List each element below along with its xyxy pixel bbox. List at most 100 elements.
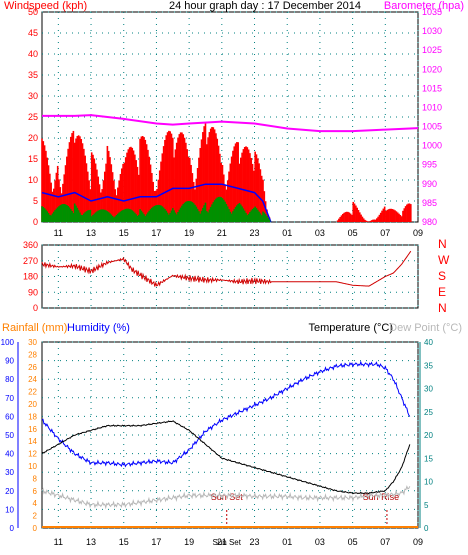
temperature-tick-label: 20 [424,431,433,440]
y-tick-label-right: 1010 [422,102,442,112]
y-tick-label: 50 [28,7,38,17]
y-tick-label: 25 [28,112,38,122]
y-tick-label-right: 1025 [422,45,442,55]
y-tick-label: 180 [23,272,38,282]
temperature-tick-label: 40 [424,338,433,347]
y-tick-label-right: 1000 [422,141,442,151]
y-tick-label-right: 1005 [422,122,442,132]
wind-baro-panel: Windspeed (kph) 24 hour graph day : 17 D… [4,0,464,238]
rainfall-tick-label: 8 [33,474,38,483]
barometer-line [42,114,419,133]
x-tick-label: 13 [86,228,96,238]
humidity-tick-label: 90 [5,357,14,366]
humidity-tick-label: 10 [5,505,14,514]
windspeed-axis-title: Windspeed (kph) [4,0,87,12]
humidity-tick-label: 20 [5,487,14,496]
x-tick-label: 21 [217,537,227,547]
rainfall-tick-label: 14 [28,437,37,446]
y-tick-label-right: 1030 [422,26,442,36]
x-tick-label: 19 [184,228,194,238]
humidity-tick-label: 30 [5,468,14,477]
x-tick-label: 13 [86,537,96,547]
rainfall-axis-title: Rainfall (mm) [2,322,67,334]
humidity-tick-label: 50 [5,431,14,440]
rainfall-tick-label: 22 [28,388,37,397]
x-tick-label: 09 [413,537,423,547]
wind-direction-line [41,250,412,287]
compass-label: N [438,237,447,251]
y-tick-label: 35 [28,70,38,80]
humidity-tick-label: 70 [5,394,14,403]
wind-baro-plot: 0510152025303540455098098599099510001005… [28,7,442,238]
x-tick-label: 21 [217,228,227,238]
x-tick-label: 07 [380,228,390,238]
rainfall-tick-label: 6 [33,487,38,496]
humidity-axis-title: Humidity (%) [67,322,130,334]
plot-frame [41,244,419,309]
x-tick-label: 11 [54,228,63,238]
compass-label: N [438,301,447,315]
temperature-tick-label: 30 [424,385,433,394]
humidity-tick-label: 60 [5,412,14,421]
x-tick-label: 19 [184,537,194,547]
y-tick-label-right: 990 [422,179,437,189]
y-tick-label: 30 [28,91,38,101]
temperature-tick-label: 10 [424,478,433,487]
rainfall-tick-label: 24 [28,375,37,384]
x-tick-label: 01 [282,228,292,238]
x-tick-label: 03 [315,228,325,238]
rainfall-tick-label: 4 [33,499,38,508]
x-tick-label: 23 [250,537,260,547]
temp-hum-plot: 0102030405060708090100024681012141618202… [1,338,434,547]
y-tick-label-right: 980 [422,217,437,227]
y-tick-label: 10 [28,175,38,185]
x-tick-label: 05 [348,537,358,547]
rainfall-tick-label: 2 [33,512,38,521]
temperature-axis-title: Temperature (°C) [309,322,393,334]
rainfall-tick-label: 20 [28,400,37,409]
y-tick-label: 270 [23,256,38,266]
x-tick-label: 09 [413,228,423,238]
compass-label: S [438,269,446,283]
x-tick-label: 17 [151,537,161,547]
y-tick-label-right: 1035 [422,7,442,17]
x-tick-label: 01 [282,537,292,547]
rainfall-tick-label: 28 [28,350,37,359]
dewpoint-axis-title: Dew Point (°C) [389,322,462,334]
x-tick-label: 23 [250,228,260,238]
dewpoint-line [41,485,411,510]
x-tick-label: 03 [315,537,325,547]
compass-label: E [438,285,446,299]
x-tick-label: 07 [380,537,390,547]
wind-average-line [41,183,272,223]
x-tick-label: 15 [119,228,129,238]
temperature-line [41,420,411,495]
rainfall-tick-label: 12 [28,450,37,459]
y-tick-label: 360 [23,240,38,250]
rainfall-tick-label: 16 [28,425,37,434]
sunset-tick-label: Sun Set [212,538,241,547]
temperature-tick-label: 0 [424,524,429,533]
rainfall-tick-label: 30 [28,338,37,347]
x-tick-label: 15 [119,537,129,547]
x-tick-label: 17 [151,228,161,238]
y-tick-label: 90 [28,287,38,297]
y-tick-label: 15 [28,154,38,164]
rainfall-tick-label: 0 [33,524,38,533]
y-tick-label: 0 [33,303,38,313]
y-tick-label-right: 995 [422,160,437,170]
humidity-tick-label: 0 [10,524,15,533]
temperature-tick-label: 25 [424,408,433,417]
x-tick-label: 05 [348,228,358,238]
y-tick-label: 0 [33,217,38,227]
x-tick-label: 11 [54,537,63,547]
humidity-tick-label: 100 [1,338,15,347]
temperature-tick-label: 35 [424,361,433,370]
y-tick-label: 5 [33,196,38,206]
humidity-tick-label: 40 [5,450,14,459]
y-tick-label: 20 [28,133,38,143]
sunrise-annotation: Sun Rise [363,492,400,502]
barometer-axis-title: Barometer (hpa) [384,0,464,12]
